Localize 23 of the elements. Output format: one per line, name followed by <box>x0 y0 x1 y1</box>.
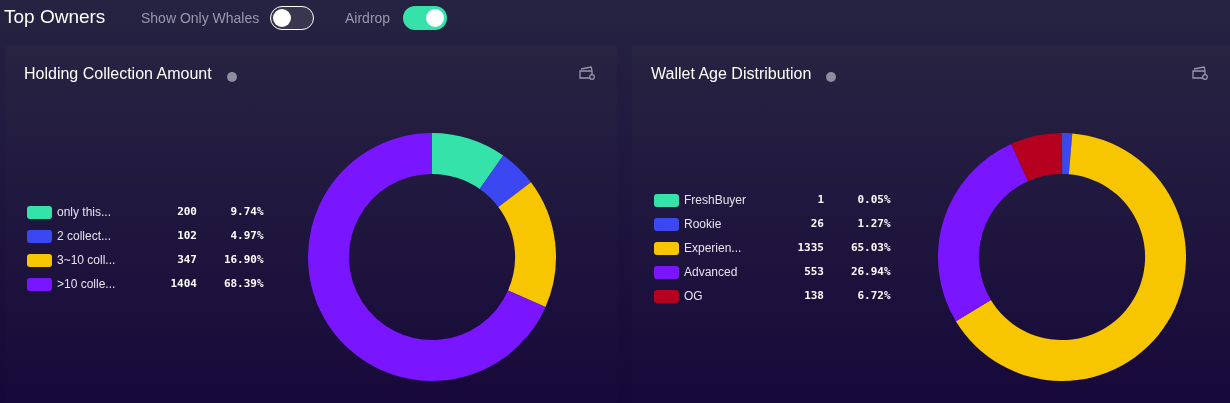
text: 138 6.72% <box>804 289 891 302</box>
text: 1404 68.39% <box>170 277 264 290</box>
legend-label: Experien... <box>684 241 742 255</box>
legend-label: >10 colle... <box>57 277 116 291</box>
legend-label: 2 collect... <box>57 229 112 243</box>
chart-title: Holding Collection Amount <box>24 65 212 83</box>
text: Airdrop <box>345 10 391 26</box>
text: Top Owners <box>4 6 106 28</box>
legend-label: FreshBuyer <box>684 193 747 207</box>
legend-label: Rookie <box>684 217 722 231</box>
text: 1 0.05% <box>817 193 891 206</box>
text: Show Only Whales <box>141 10 260 26</box>
legend-label: OG <box>684 289 703 303</box>
legend-label: only this... <box>57 205 112 219</box>
text: 553 26.94% <box>804 265 891 278</box>
legend-label: Advanced <box>684 265 738 279</box>
chart-title: Wallet Age Distribution <box>651 65 812 83</box>
text: 1335 65.03% <box>797 241 891 254</box>
text: 26 1.27% <box>810 217 891 230</box>
legend-label: 3~10 coll... <box>57 253 116 267</box>
text: 102 4.97% <box>177 229 264 242</box>
text: 347 16.90% <box>177 253 264 266</box>
text: 200 9.74% <box>177 205 264 218</box>
